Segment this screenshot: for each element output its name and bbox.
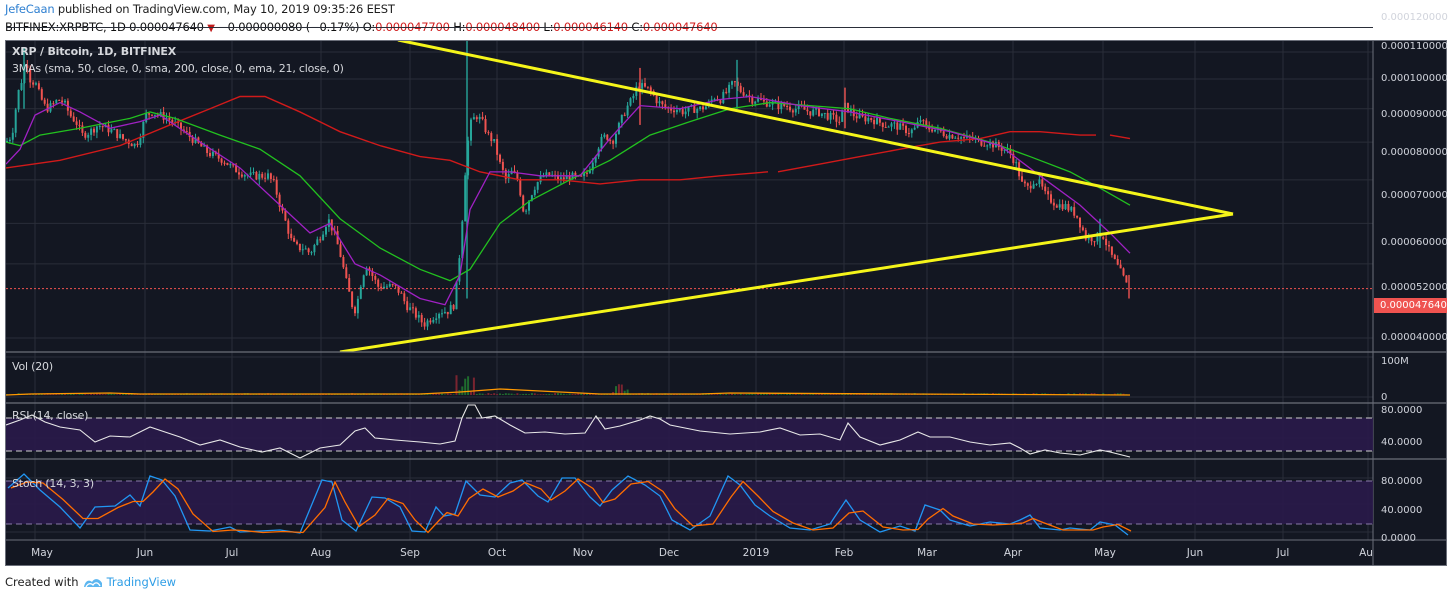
time-tick: Jul <box>225 547 239 559</box>
symbol-name: BITFINEX:XRPBTC, 1D <box>5 20 126 34</box>
time-tick: Dec <box>658 547 680 559</box>
vol-axis-tick: 0 <box>1381 392 1388 403</box>
high-value: 0.000048400 <box>465 20 540 34</box>
price-tick: 0.000070000 <box>1381 190 1448 201</box>
time-tick: Oct <box>487 547 507 559</box>
down-arrow-icon: ▼ <box>207 23 215 34</box>
footer: Created with TradingView <box>5 575 176 589</box>
close-value: 0.000047640 <box>642 20 718 34</box>
last-price-badge: 0.000047640 <box>1374 298 1447 313</box>
time-tick: May <box>1094 547 1116 559</box>
time-tick: Aug <box>310 547 332 559</box>
price-tick: 0.000080000 <box>1381 147 1448 158</box>
stoch-axis-tick: 80.0000 <box>1381 476 1423 487</box>
price-tick: 0.000040000 <box>1381 332 1448 343</box>
time-tick: Au <box>1359 547 1373 559</box>
open-label: O: <box>362 20 376 34</box>
time-tick: Jun <box>1186 547 1204 559</box>
price-tick: 0.000090000 <box>1381 109 1448 120</box>
time-tick: Apr <box>1003 547 1023 559</box>
rsi-axis-tick: 80.0000 <box>1381 405 1423 416</box>
stoch-axis-tick: 0.0000 <box>1381 533 1416 544</box>
last-price-value: 0.000047640 <box>129 20 204 34</box>
time-tick: Mar <box>917 547 937 559</box>
publish-text: published on TradingView.com, May 10, 20… <box>54 2 395 16</box>
stoch-axis-tick: 40.0000 <box>1381 505 1423 516</box>
close-label: C: <box>631 20 643 34</box>
high-label: H: <box>453 20 466 34</box>
time-tick: Feb <box>834 547 854 559</box>
rsi-legend[interactable]: RSI (14, close) <box>12 409 89 422</box>
stoch-legend[interactable]: Stoch (14, 3, 3) <box>12 477 94 490</box>
time-tick: Nov <box>572 547 594 559</box>
time-tick: Jun <box>136 547 154 559</box>
main-pane-title: XRP / Bitcoin, 1D, BITFINEX <box>12 45 176 58</box>
tradingview-brand-link[interactable]: TradingView <box>106 575 177 589</box>
publish-info: JefeCaan published on TradingView.com, M… <box>5 2 395 16</box>
price-tick: 0.000060000 <box>1381 237 1448 248</box>
price-tick: 0.000110000 <box>1381 41 1448 52</box>
author-link[interactable]: JefeCaan <box>5 2 55 16</box>
open-value: 0.000047700 <box>375 20 450 34</box>
price-tick: 0.000100000 <box>1381 73 1448 84</box>
change-value: −0.000000080 (−0.17%) <box>218 20 360 34</box>
vol-legend[interactable]: Vol (20) <box>12 360 53 373</box>
rsi-axis-tick: 40.0000 <box>1381 437 1423 448</box>
created-with-text: Created with <box>5 575 79 589</box>
price-tick: 0.000120000 <box>1381 12 1448 23</box>
chart-frame[interactable] <box>5 40 1447 566</box>
time-tick: 2019 <box>742 547 770 559</box>
low-label: L: <box>543 20 554 34</box>
time-tick: May <box>31 547 53 559</box>
price-tick: 0.000052000 <box>1381 282 1448 293</box>
low-value: 0.000046140 <box>553 20 628 34</box>
time-tick: Jul <box>1276 547 1290 559</box>
symbol-bar: BITFINEX:XRPBTC, 1D 0.000047640 ▼ −0.000… <box>5 20 718 34</box>
tradingview-logo-icon <box>83 579 102 588</box>
time-tick: Sep <box>400 547 420 559</box>
ma-indicator-legend[interactable]: 3MAs (sma, 50, close, 0, sma, 200, close… <box>12 62 344 75</box>
vol-axis-tick: 100M <box>1381 356 1409 367</box>
